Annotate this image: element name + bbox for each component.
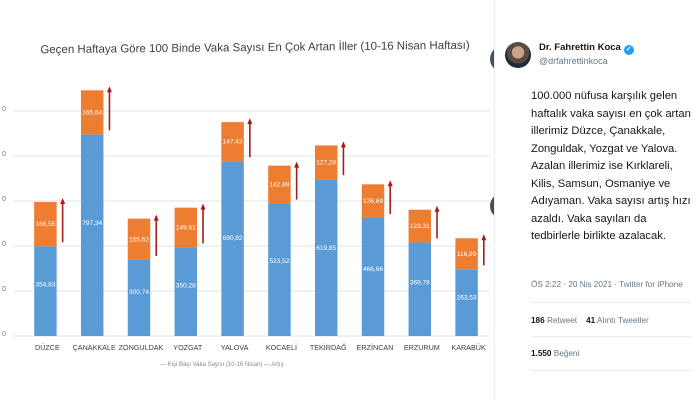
data-label: 147,43 xyxy=(223,139,243,146)
avatar[interactable] xyxy=(505,42,531,68)
bar-cases xyxy=(174,247,198,336)
data-label: 369,78 xyxy=(410,280,430,287)
data-label: 466,66 xyxy=(363,266,383,273)
y-tick-label: 0 xyxy=(2,241,6,248)
bar-chart: 354,83 166,55 DÜZCE 797,34 165,64 ÇANAKKALE 30… xyxy=(14,86,490,368)
bar-cases xyxy=(314,179,338,336)
data-label: 155,62 xyxy=(129,236,149,243)
bar-cases xyxy=(268,203,291,336)
increase-arrow-head xyxy=(340,141,346,148)
author-name[interactable]: Dr. Fahrettin Koca ✓ xyxy=(539,42,634,55)
bar-cases xyxy=(221,161,244,336)
increase-arrow-head xyxy=(200,203,206,210)
likes-link[interactable]: 1.550 Beğeni xyxy=(531,349,580,358)
data-label: 126,69 xyxy=(363,198,383,205)
data-label: 619,85 xyxy=(316,245,336,252)
bar-increase xyxy=(361,184,385,218)
bar-cases xyxy=(80,134,104,336)
data-label: 123,31 xyxy=(410,223,430,230)
tweet-panel: Dr. Fahrettin Koca ✓ @drfahrettinkoca 100… xyxy=(494,0,700,400)
bar-increase xyxy=(80,90,104,135)
bar-cases xyxy=(34,246,57,336)
category-label: YALOVA xyxy=(221,343,249,352)
y-tick-label: 0 xyxy=(2,106,6,113)
bar-increase xyxy=(174,207,198,248)
increase-arrow-head xyxy=(481,234,487,241)
data-label: 142,89 xyxy=(269,182,289,189)
bar-increase xyxy=(221,122,244,162)
data-label: 166,55 xyxy=(35,221,55,228)
data-label: 165,64 xyxy=(82,109,102,116)
data-label: 300,74 xyxy=(129,289,149,296)
quotes-link[interactable]: 41 Alıntı Tweetler xyxy=(586,316,649,325)
tweet-timestamp[interactable]: ÖS 2:22 · 20 Nis 2021 · Twitter for iPho… xyxy=(531,280,683,289)
category-label: ÇANAKKALE xyxy=(73,343,116,352)
increase-arrow-head xyxy=(106,86,112,93)
bar-increase xyxy=(314,145,338,180)
tweet-stats: 186 Retweet 41 Alıntı Tweetler xyxy=(531,316,649,325)
y-tick-label: 0 xyxy=(2,286,6,293)
data-label: 263,53 xyxy=(457,294,477,301)
divider xyxy=(531,302,691,303)
bar-increase xyxy=(34,202,57,247)
category-label: ERZİNCAN xyxy=(357,343,394,352)
category-label: TEKİRDAĞ xyxy=(310,343,347,352)
bar-increase xyxy=(127,218,151,260)
bar-cases xyxy=(127,259,151,336)
category-label: ZONGULDAK xyxy=(119,343,164,352)
category-label: KOCAELİ xyxy=(266,343,297,352)
y-tick-label: 0 xyxy=(2,196,6,203)
author-handle[interactable]: @drfahrettinkoca xyxy=(539,56,608,66)
tweet-text: 100.000 nüfusa karşılık gelen haftalık v… xyxy=(531,90,691,242)
tweet-photo[interactable]: Geçen Haftaya Göre 100 Binde Vaka Sayısı… xyxy=(0,0,494,400)
bar-cases xyxy=(408,242,432,336)
y-tick-label: 0 xyxy=(2,331,6,338)
retweets-link[interactable]: 186 Retweet xyxy=(531,316,577,325)
data-label: 690,82 xyxy=(223,235,243,242)
author-name-text: Dr. Fahrettin Koca xyxy=(539,42,621,53)
data-label: 350,28 xyxy=(176,282,196,289)
data-label: 127,28 xyxy=(316,159,336,166)
increase-arrow-head xyxy=(294,161,300,168)
data-label: 797,34 xyxy=(82,220,102,227)
increase-arrow-head xyxy=(247,118,253,125)
increase-arrow-head xyxy=(434,205,440,212)
bar-cases xyxy=(455,269,478,336)
divider xyxy=(531,336,691,337)
increase-arrow-head xyxy=(387,180,393,187)
increase-arrow-head xyxy=(153,214,159,221)
category-label: DÜZCE xyxy=(35,343,60,352)
divider xyxy=(531,370,691,371)
bar-increase xyxy=(455,238,478,270)
data-label: 523,52 xyxy=(269,258,289,265)
data-label: 354,83 xyxy=(35,282,55,289)
increase-arrow-head xyxy=(60,198,66,205)
data-label: 116,99 xyxy=(457,251,477,258)
bar-cases xyxy=(361,217,385,336)
y-tick-label: 0 xyxy=(2,151,6,158)
data-label: 149,61 xyxy=(176,225,196,232)
bar-increase xyxy=(268,165,291,204)
verified-badge-icon: ✓ xyxy=(623,45,634,55)
category-label: KARABÜK xyxy=(451,343,486,352)
legend: — Kişi Başı Vaka Sayısı (10-16 Nisan) — … xyxy=(160,362,284,368)
category-label: YOZGAT xyxy=(173,343,203,352)
category-label: ERZURUM xyxy=(404,343,440,352)
bar-increase xyxy=(408,209,432,243)
